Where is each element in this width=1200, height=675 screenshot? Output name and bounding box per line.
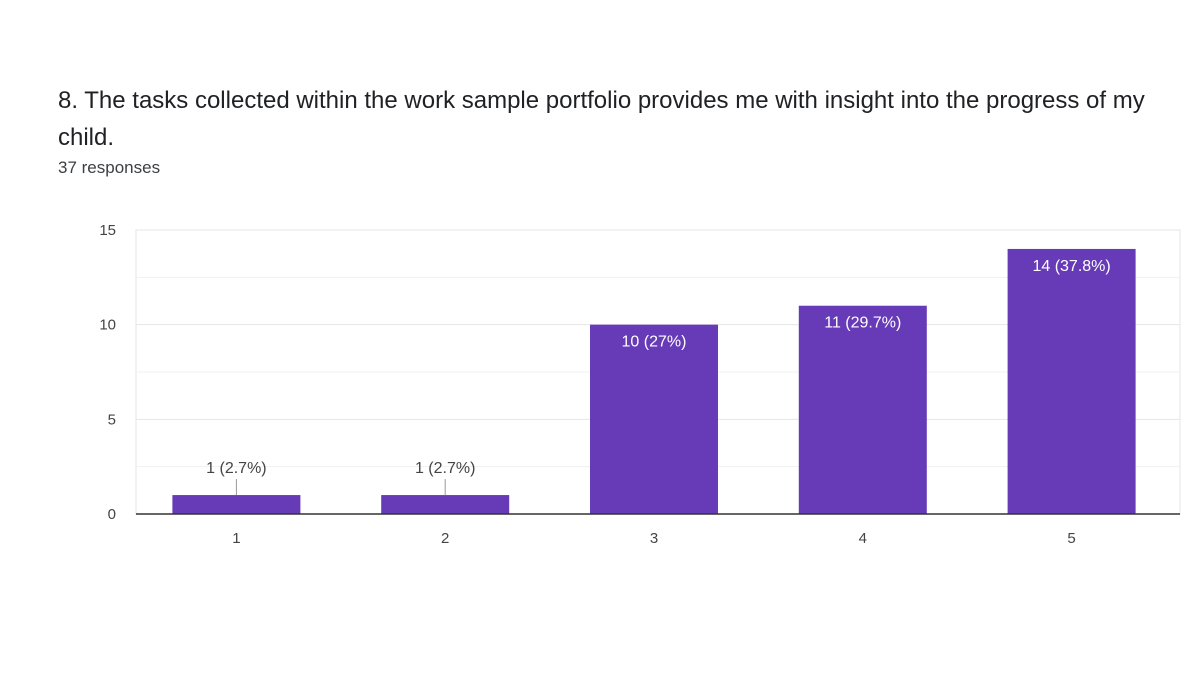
x-tick-label: 2 [441,530,449,547]
bar-5 [1007,248,1136,514]
x-tick-label: 1 [232,530,240,547]
y-tick-label: 10 [99,317,116,334]
y-tick-label: 15 [99,222,116,239]
data-label-1: 1 (2.7%) [206,460,266,477]
data-label-2: 1 (2.7%) [415,460,475,477]
bar-2 [381,495,510,514]
data-label-3: 10 (27%) [622,334,687,351]
response-count: 37 responses [58,158,161,177]
x-tick-label: 5 [1067,530,1075,547]
data-label-5: 14 (37.8%) [1032,258,1110,275]
bar-4 [798,305,927,514]
y-tick-label: 0 [108,506,116,523]
x-tick-label: 4 [859,530,867,547]
question-title: 8. The tasks collected within the work s… [58,87,1145,151]
y-tick-label: 5 [108,411,116,428]
data-label-4: 11 (29.7%) [824,315,901,332]
bar-1 [172,495,301,514]
bar-3 [590,324,718,514]
x-tick-label: 3 [650,530,658,547]
